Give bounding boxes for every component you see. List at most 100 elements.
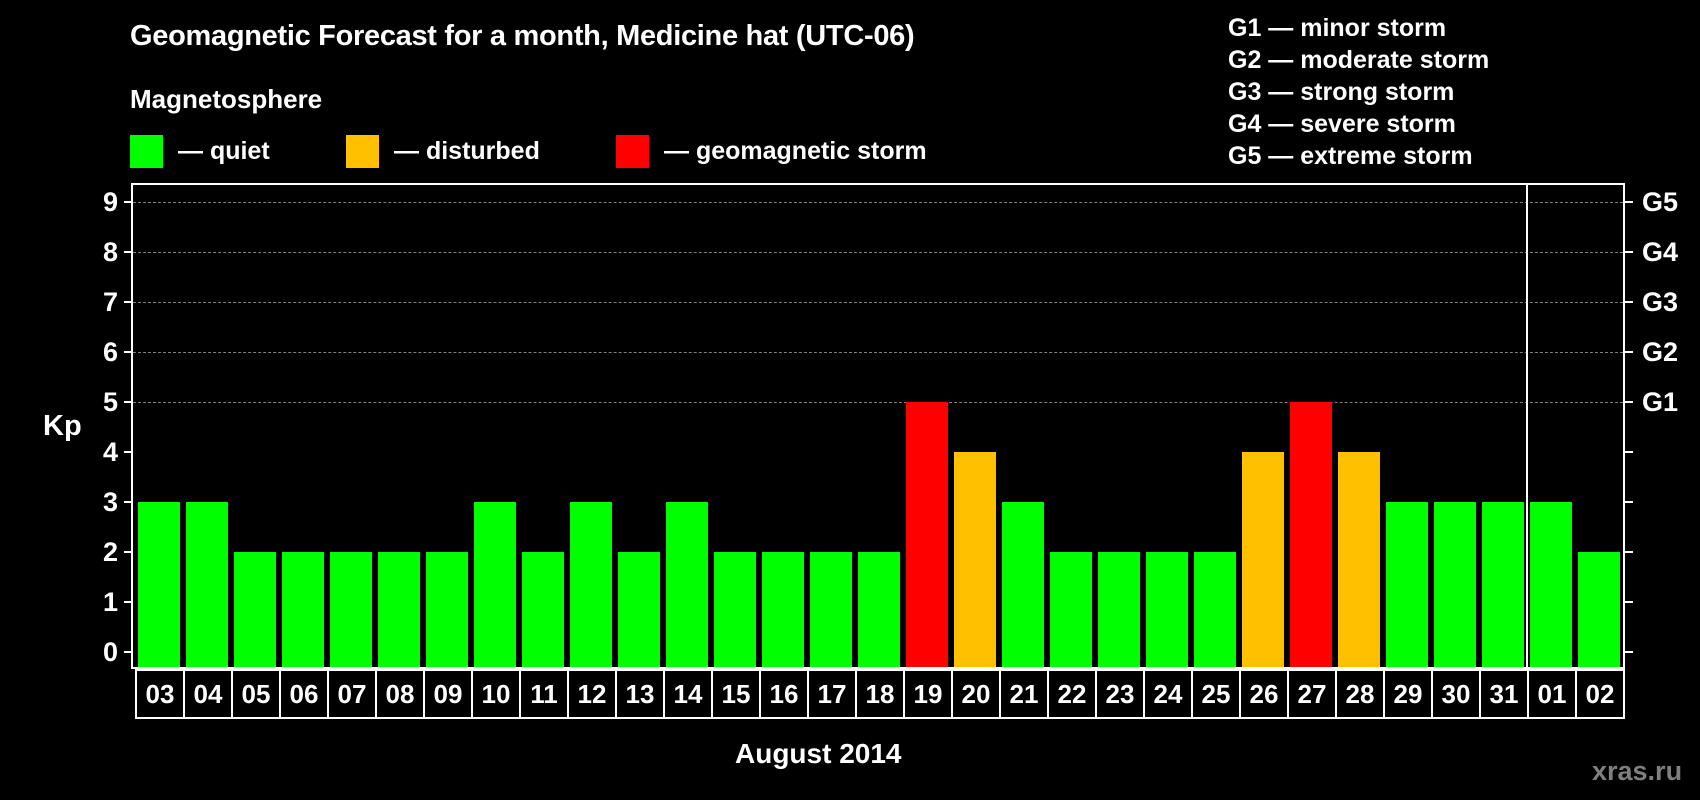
- y-tick-label: 1: [102, 587, 118, 617]
- bar-02: [1578, 552, 1620, 667]
- y-tick: [124, 451, 132, 453]
- legend-storm: — geomagnetic storm: [616, 135, 927, 168]
- bar-05: [234, 552, 276, 667]
- bar-10: [474, 502, 516, 667]
- right-tick: [1625, 501, 1633, 503]
- g-scale-label: G5: [1642, 187, 1679, 217]
- date-label: 07: [329, 671, 377, 717]
- right-tick: [1625, 301, 1633, 303]
- legend-disturbed: — disturbed: [346, 135, 540, 168]
- right-tick: [1625, 401, 1633, 403]
- y-tick: [124, 251, 132, 253]
- date-label: 31: [1481, 671, 1529, 717]
- y-tick: [124, 651, 132, 653]
- y-tick: [124, 351, 132, 353]
- right-tick: [1625, 451, 1633, 453]
- date-label: 04: [185, 671, 233, 717]
- date-label: 24: [1145, 671, 1193, 717]
- right-tick: [1625, 601, 1633, 603]
- date-label: 14: [665, 671, 713, 717]
- date-label: 15: [713, 671, 761, 717]
- y-tick-label: 9: [102, 187, 118, 217]
- bar-25: [1194, 552, 1236, 667]
- storm-swatch: [616, 135, 649, 168]
- gridline: [133, 302, 1623, 303]
- g5-legend: G5 — extreme storm: [1228, 142, 1473, 170]
- right-tick: [1625, 251, 1633, 253]
- legend-storm-label: — geomagnetic storm: [664, 137, 927, 165]
- bar-09: [426, 552, 468, 667]
- bar-20: [954, 452, 996, 667]
- y-tick: [124, 551, 132, 553]
- plot-area: [131, 183, 1625, 669]
- bar-17: [810, 552, 852, 667]
- date-label: 18: [857, 671, 905, 717]
- bar-21: [1002, 502, 1044, 667]
- y-tick-label: 6: [102, 337, 118, 367]
- date-label: 27: [1289, 671, 1337, 717]
- disturbed-swatch: [346, 135, 379, 168]
- bar-15: [714, 552, 756, 667]
- date-label: 10: [473, 671, 521, 717]
- bar-16: [762, 552, 804, 667]
- date-label: 23: [1097, 671, 1145, 717]
- bar-08: [378, 552, 420, 667]
- y-tick-label: 5: [102, 387, 118, 417]
- date-label: 08: [377, 671, 425, 717]
- date-label: 30: [1433, 671, 1481, 717]
- bar-12: [570, 502, 612, 667]
- month-separator: [1526, 183, 1528, 669]
- bar-23: [1098, 552, 1140, 667]
- g-scale-label: G4: [1642, 237, 1679, 267]
- bar-22: [1050, 552, 1092, 667]
- g4-legend: G4 — severe storm: [1228, 110, 1456, 138]
- chart-title: Geomagnetic Forecast for a month, Medici…: [130, 20, 915, 52]
- date-label: 28: [1337, 671, 1385, 717]
- quiet-swatch: [130, 135, 163, 168]
- bar-29: [1386, 502, 1428, 667]
- bar-11: [522, 552, 564, 667]
- y-tick: [124, 301, 132, 303]
- bar-14: [666, 502, 708, 667]
- date-label: 03: [137, 671, 185, 717]
- g1-legend: G1 — minor storm: [1228, 14, 1447, 42]
- y-tick-label: 7: [102, 287, 118, 317]
- watermark: xras.ru: [1592, 756, 1683, 786]
- bar-03: [138, 502, 180, 667]
- bar-13: [618, 552, 660, 667]
- g-scale-legend: G1 — minor storm G2 — moderate storm G3 …: [1228, 12, 1489, 172]
- legend-disturbed-label: — disturbed: [394, 137, 540, 165]
- right-tick: [1625, 351, 1633, 353]
- gridline: [133, 402, 1623, 403]
- y-tick: [124, 601, 132, 603]
- y-tick-label: 4: [102, 437, 118, 467]
- date-label: 26: [1241, 671, 1289, 717]
- gridline: [133, 252, 1623, 253]
- bar-06: [282, 552, 324, 667]
- bar-26: [1242, 452, 1284, 667]
- date-label: 20: [953, 671, 1001, 717]
- legend-heading: Magnetosphere: [130, 84, 323, 114]
- legend-quiet: — quiet: [130, 135, 270, 168]
- date-label: 02: [1585, 679, 1615, 709]
- date-label: 06: [281, 671, 329, 717]
- date-label: 21: [1001, 671, 1049, 717]
- date-label: 22: [1049, 671, 1097, 717]
- bar-28: [1338, 452, 1380, 667]
- g3-legend: G3 — strong storm: [1228, 78, 1455, 106]
- g2-legend: G2 — moderate storm: [1228, 46, 1490, 74]
- date-label: 17: [809, 671, 857, 717]
- legend-quiet-label: — quiet: [178, 137, 270, 165]
- date-label: 12: [569, 671, 617, 717]
- date-label: 19: [905, 671, 953, 717]
- y-tick: [124, 401, 132, 403]
- y-tick-label: 0: [102, 637, 118, 667]
- date-label: 05: [233, 671, 281, 717]
- bar-19: [906, 402, 948, 667]
- date-label: 09: [425, 671, 473, 717]
- right-tick: [1625, 551, 1633, 553]
- date-label: 25: [1193, 671, 1241, 717]
- x-axis-label: August 2014: [735, 738, 902, 769]
- y-tick-label: 2: [102, 537, 118, 567]
- bar-07: [330, 552, 372, 667]
